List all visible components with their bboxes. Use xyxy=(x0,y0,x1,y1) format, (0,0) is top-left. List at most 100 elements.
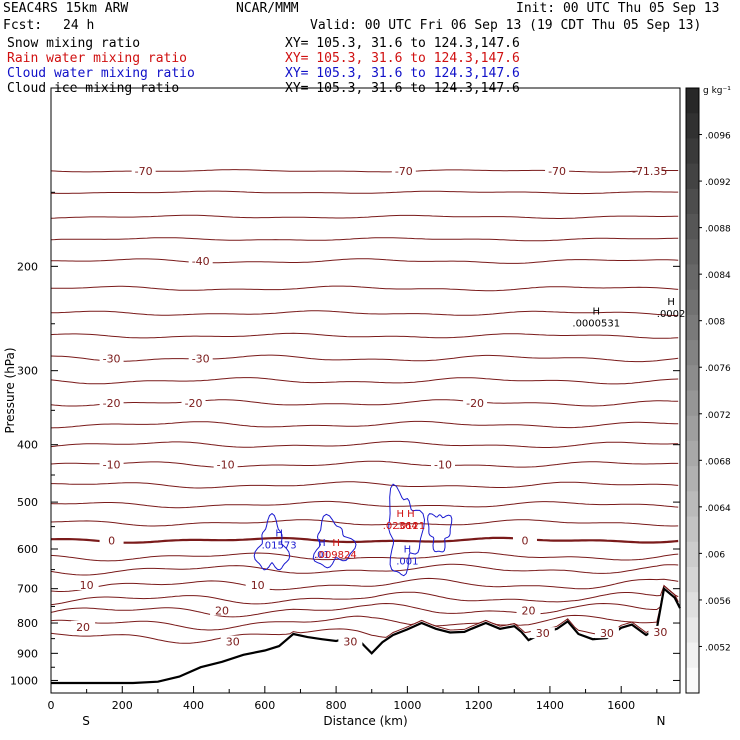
maximum-marker: H xyxy=(275,528,283,539)
isotherm-line xyxy=(50,440,679,448)
isotherm-line xyxy=(50,377,679,385)
valid-time: Valid: 00 UTC Fri 06 Sep 13 (19 CDT Thu … xyxy=(310,18,702,33)
contour-label: -70 xyxy=(395,165,413,178)
contour-label-bg xyxy=(188,255,213,267)
colorbar-band xyxy=(686,642,699,669)
y-tick-label: 600 xyxy=(17,543,38,556)
isotherm-line xyxy=(51,285,679,292)
contour-label-bg xyxy=(545,164,570,176)
colorbar-tick-label: .0056 xyxy=(705,597,731,607)
maximum-marker: H xyxy=(318,538,326,549)
contour-label: -10 xyxy=(103,458,121,471)
isotherm-line xyxy=(50,584,679,606)
colorbar-tick-label: .0052 xyxy=(705,643,731,653)
contour-label-bg xyxy=(338,635,363,647)
forecast-label: Fcst: xyxy=(3,18,43,33)
colorbar-unit: g kg⁻¹ xyxy=(703,86,731,96)
colorbar-tick-label: .0072 xyxy=(705,411,731,421)
isotherm-line xyxy=(50,399,679,407)
contour-label-bg xyxy=(71,620,96,632)
contour-label-bg xyxy=(210,604,235,616)
contour-label: 20 xyxy=(522,605,536,618)
isotherm-line xyxy=(50,214,679,219)
isotherm-line xyxy=(51,190,679,195)
maximum-value: .01573 xyxy=(262,540,297,551)
x-tick-label: 1600 xyxy=(607,699,635,712)
isotherm-line xyxy=(50,577,679,592)
contour-label-bg xyxy=(530,627,555,639)
contour-label-bg xyxy=(220,635,245,647)
colorbar-band xyxy=(686,592,699,618)
maximum-value: .01 xyxy=(314,550,330,561)
colorbar-band xyxy=(686,390,699,417)
maximum-value: .02364 xyxy=(383,521,418,532)
x-tick-label: 800 xyxy=(326,699,347,712)
isotherm-line xyxy=(51,258,679,264)
isotherm-line xyxy=(50,519,679,527)
contour-label-bg xyxy=(512,534,537,546)
model-title: SEAC4RS 15km ARW xyxy=(3,1,129,16)
colorbar-tick-label: .0084 xyxy=(705,271,731,281)
colorbar-band xyxy=(686,214,699,240)
isotherm-line xyxy=(50,551,679,562)
contour-label: -71.35 xyxy=(632,165,667,178)
isotherm-line xyxy=(50,354,679,363)
colorbar-band xyxy=(686,88,699,114)
colorbar-tick-label: .0064 xyxy=(705,504,731,514)
colorbar-band xyxy=(686,188,699,215)
cloud-contour-layer xyxy=(253,483,453,577)
contour-label: 30 xyxy=(343,636,357,649)
y-tick-label: 1000 xyxy=(10,674,38,687)
contour-label: 10 xyxy=(80,579,94,592)
contour-label: -20 xyxy=(185,397,203,410)
init-time: Init: 00 UTC Thu 05 Sep 13 xyxy=(516,1,720,16)
colorbar-band xyxy=(686,113,699,139)
contour-label: -10 xyxy=(434,458,452,471)
contour-label-bg xyxy=(99,396,124,408)
terrain-layer xyxy=(51,586,681,685)
isotherm-line xyxy=(50,584,679,618)
y-tick-label: 700 xyxy=(17,583,38,596)
x-tick-label: 600 xyxy=(254,699,275,712)
contour-label-bg xyxy=(594,627,619,639)
contour-label-bg xyxy=(391,164,416,176)
contour-label: -20 xyxy=(466,397,484,410)
x-tick-label: 200 xyxy=(112,699,133,712)
contour-label: -10 xyxy=(217,458,235,471)
forecast-hours: 24 h xyxy=(63,18,95,33)
maximum-marker: H xyxy=(332,538,340,549)
contour-label-bg xyxy=(131,164,156,176)
colorbar-band xyxy=(686,365,699,391)
maximum-value: .0121 xyxy=(397,521,426,532)
org-label: NCAR/MMM xyxy=(236,1,299,16)
contour-label-bg xyxy=(637,164,662,176)
field-name-rain: Rain water mixing ratio xyxy=(7,51,188,66)
contour-label-bg xyxy=(181,396,206,408)
field-xy-rain: XY= 105.3, 31.6 to 124.3,147.6 xyxy=(285,51,520,66)
north-end-label: N xyxy=(657,714,666,728)
x-tick-label: 1200 xyxy=(465,699,493,712)
isotherm-line xyxy=(50,420,679,429)
colorbar: g kg⁻¹ .0096 .0092 .0088 .0084 .008 .0076 .0072… xyxy=(685,86,731,694)
field-xy-cloud-water: XY= 105.3, 31.6 to 124.3,147.6 xyxy=(285,66,520,81)
contour-label: -70 xyxy=(548,165,566,178)
colorbar-tick-label: .0076 xyxy=(705,364,731,374)
y-tick-label: 500 xyxy=(17,496,38,509)
contour-label: 30 xyxy=(653,626,667,639)
y-tick-label: 300 xyxy=(17,365,38,378)
isotherm-line xyxy=(51,310,679,317)
y-tick-label: 400 xyxy=(17,439,38,452)
x-tick-label: 0 xyxy=(48,699,55,712)
contour-label: 20 xyxy=(76,621,90,634)
plot-frame xyxy=(50,87,681,694)
contour-label-bg xyxy=(516,604,541,616)
isotherm-line xyxy=(51,481,679,489)
contour-label: 30 xyxy=(600,627,614,640)
colorbar-band xyxy=(686,138,699,165)
south-end-label: S xyxy=(82,714,90,728)
colorbar-band xyxy=(686,466,699,492)
colorbar-band xyxy=(686,314,699,341)
